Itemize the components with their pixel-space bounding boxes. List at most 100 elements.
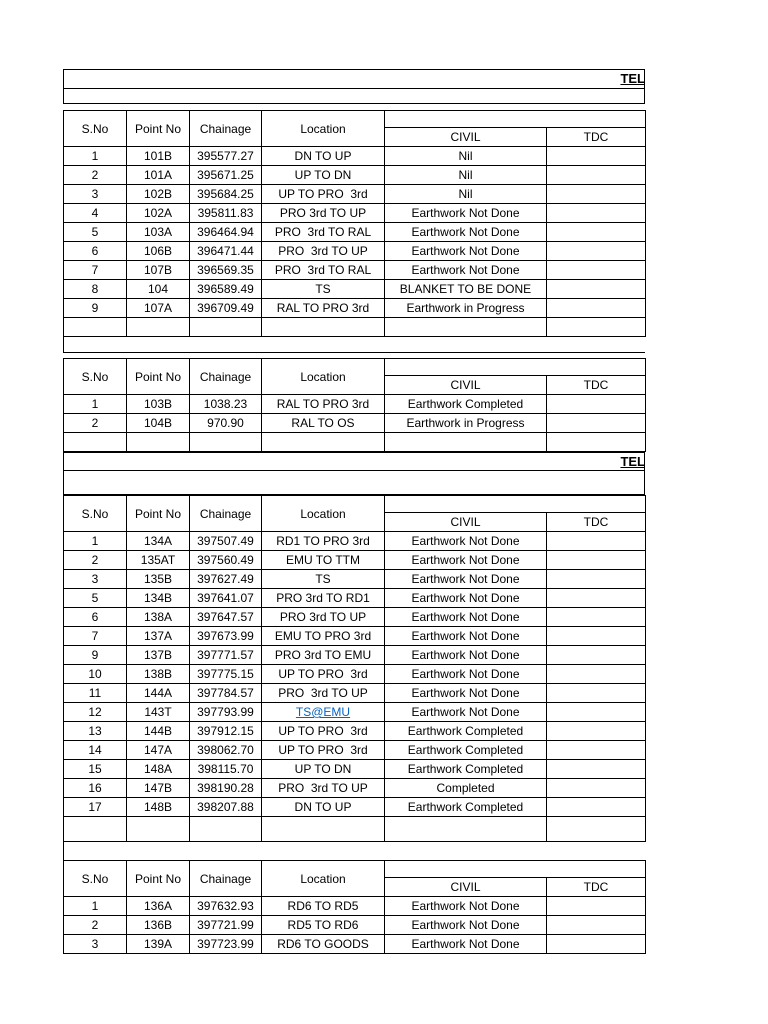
cell-location: UP TO DN — [261, 165, 385, 185]
cell-point-no: 148B — [126, 797, 190, 817]
cell-chainage: 396589.49 — [189, 279, 262, 299]
empty-cell — [63, 432, 127, 452]
empty-cell — [384, 432, 547, 452]
cell-tdc — [546, 165, 646, 185]
cell-location: UP TO DN — [261, 759, 385, 779]
table-row: 1 101B 395577.27 DN TO UP Nil — [63, 146, 646, 166]
cell-tdc — [546, 531, 646, 551]
cell-chainage: 397641.07 — [189, 588, 262, 608]
cell-sno: 5 — [63, 222, 127, 242]
cell-civil: Earthwork Completed — [384, 394, 547, 414]
cell-tdc — [546, 607, 646, 627]
cell-sno: 2 — [63, 413, 127, 433]
empty-cell — [384, 317, 547, 337]
cell-chainage: 396709.49 — [189, 298, 262, 318]
cell-civil: Earthwork Not Done — [384, 531, 547, 551]
table-row: 5 134B 397641.07 PRO 3rd TO RD1 Earthwork No… — [63, 588, 646, 608]
table-row: 9 107A 396709.49 RAL TO PRO 3rd Earthwork in… — [63, 298, 646, 318]
empty-cell — [189, 317, 262, 337]
sheet-title: TEL — [620, 454, 645, 469]
cell-civil: Earthwork Not Done — [384, 203, 547, 223]
cell-location: EMU TO TTM — [261, 550, 385, 570]
cell-sno: 3 — [63, 934, 127, 954]
cell-point-no: 143T — [126, 702, 190, 722]
status-header-spacer — [384, 358, 646, 376]
cell-sno: 1 — [63, 531, 127, 551]
table-row: 3 102B 395684.25 UP TO PRO 3rd Nil — [63, 184, 646, 204]
cell-civil: Earthwork Not Done — [384, 683, 547, 703]
cell-point-no: 101A — [126, 165, 190, 185]
empty-cell — [63, 317, 127, 337]
table-row: 6 138A 397647.57 PRO 3rd TO UP Earthwork Not… — [63, 607, 646, 627]
cell-civil: Earthwork Not Done — [384, 569, 547, 589]
cell-civil: Earthwork Not Done — [384, 241, 547, 261]
cell-tdc — [546, 241, 646, 261]
cell-sno: 7 — [63, 260, 127, 280]
col-header-location: Location — [261, 358, 385, 395]
cell-point-no: 148A — [126, 759, 190, 779]
cell-civil: Earthwork Not Done — [384, 896, 547, 916]
cell-civil: Earthwork Completed — [384, 759, 547, 779]
cell-point-no: 134A — [126, 531, 190, 551]
sheet-content: TEL S.No Point No Chainage Location CIVI… — [63, 69, 646, 954]
cell-sno: 4 — [63, 203, 127, 223]
cell-location: RD6 TO RD5 — [261, 896, 385, 916]
cell-location: RD5 TO RD6 — [261, 915, 385, 935]
cell-sno: 1 — [63, 896, 127, 916]
cell-civil: Earthwork in Progress — [384, 298, 547, 318]
points-status-table-3: S.No Point No Chainage Location CIVIL TD… — [63, 495, 646, 842]
cell-chainage: 397647.57 — [189, 607, 262, 627]
cell-point-no: 138B — [126, 664, 190, 684]
cell-point-no: 104 — [126, 279, 190, 299]
table-row: 12 143T 397793.99 TS@EMU Earthwork Not Done — [63, 702, 646, 722]
points-status-table-2: S.No Point No Chainage Location CIVIL TD… — [63, 358, 646, 452]
cell-location: PRO 3rd TO UP — [261, 683, 385, 703]
cell-point-no: 144A — [126, 683, 190, 703]
cell-sno: 9 — [63, 298, 127, 318]
cell-civil: Earthwork in Progress — [384, 413, 547, 433]
empty-cell — [63, 816, 127, 842]
cell-chainage: 397723.99 — [189, 934, 262, 954]
empty-cell — [126, 432, 190, 452]
col-header-civil: CIVIL — [384, 375, 547, 395]
table-row: 1 136A 397632.93 RD6 TO RD5 Earthwork Not Do… — [63, 896, 646, 916]
col-header-location: Location — [261, 110, 385, 147]
cell-civil: Earthwork Completed — [384, 721, 547, 741]
empty-table-row — [63, 432, 646, 452]
cell-chainage: 397627.49 — [189, 569, 262, 589]
cell-location: TS — [261, 569, 385, 589]
col-header-sno: S.No — [63, 110, 127, 147]
table-row: 2 136B 397721.99 RD5 TO RD6 Earthwork Not Do… — [63, 915, 646, 935]
table-row: 13 144B 397912.15 UP TO PRO 3rd Earthwork Co… — [63, 721, 646, 741]
location-link[interactable]: TS@EMU — [295, 705, 351, 719]
empty-cell — [126, 816, 190, 842]
cell-chainage: 398062.70 — [189, 740, 262, 760]
cell-tdc — [546, 915, 646, 935]
cell-location: UP TO PRO 3rd — [261, 184, 385, 204]
points-status-table-1: S.No Point No Chainage Location CIVIL TD… — [63, 110, 646, 337]
cell-tdc — [546, 569, 646, 589]
cell-location: EMU TO PRO 3rd — [261, 626, 385, 646]
table-row: 7 137A 397673.99 EMU TO PRO 3rd Earthwork No… — [63, 626, 646, 646]
table-row: 10 138B 397775.15 UP TO PRO 3rd Earthwork No… — [63, 664, 646, 684]
cell-point-no: 103B — [126, 394, 190, 414]
col-header-civil: CIVIL — [384, 512, 547, 532]
empty-cell — [546, 816, 646, 842]
cell-civil: Earthwork Not Done — [384, 702, 547, 722]
sheet-title-row-1: TEL — [63, 69, 645, 89]
cell-sno: 2 — [63, 550, 127, 570]
cell-tdc — [546, 184, 646, 204]
table-row: 15 148A 398115.70 UP TO DN Earthwork Complet… — [63, 759, 646, 779]
cell-point-no: 135AT — [126, 550, 190, 570]
cell-chainage: 398190.28 — [189, 778, 262, 798]
cell-sno: 7 — [63, 626, 127, 646]
cell-sno: 15 — [63, 759, 127, 779]
table-row: 8 104 396589.49 TS BLANKET TO BE DONE — [63, 279, 646, 299]
cell-sno: 14 — [63, 740, 127, 760]
cell-chainage: 395684.25 — [189, 184, 262, 204]
cell-sno: 11 — [63, 683, 127, 703]
empty-cell — [189, 816, 262, 842]
cell-point-no: 138A — [126, 607, 190, 627]
cell-location: RAL TO PRO 3rd — [261, 394, 385, 414]
cell-point-no: 144B — [126, 721, 190, 741]
